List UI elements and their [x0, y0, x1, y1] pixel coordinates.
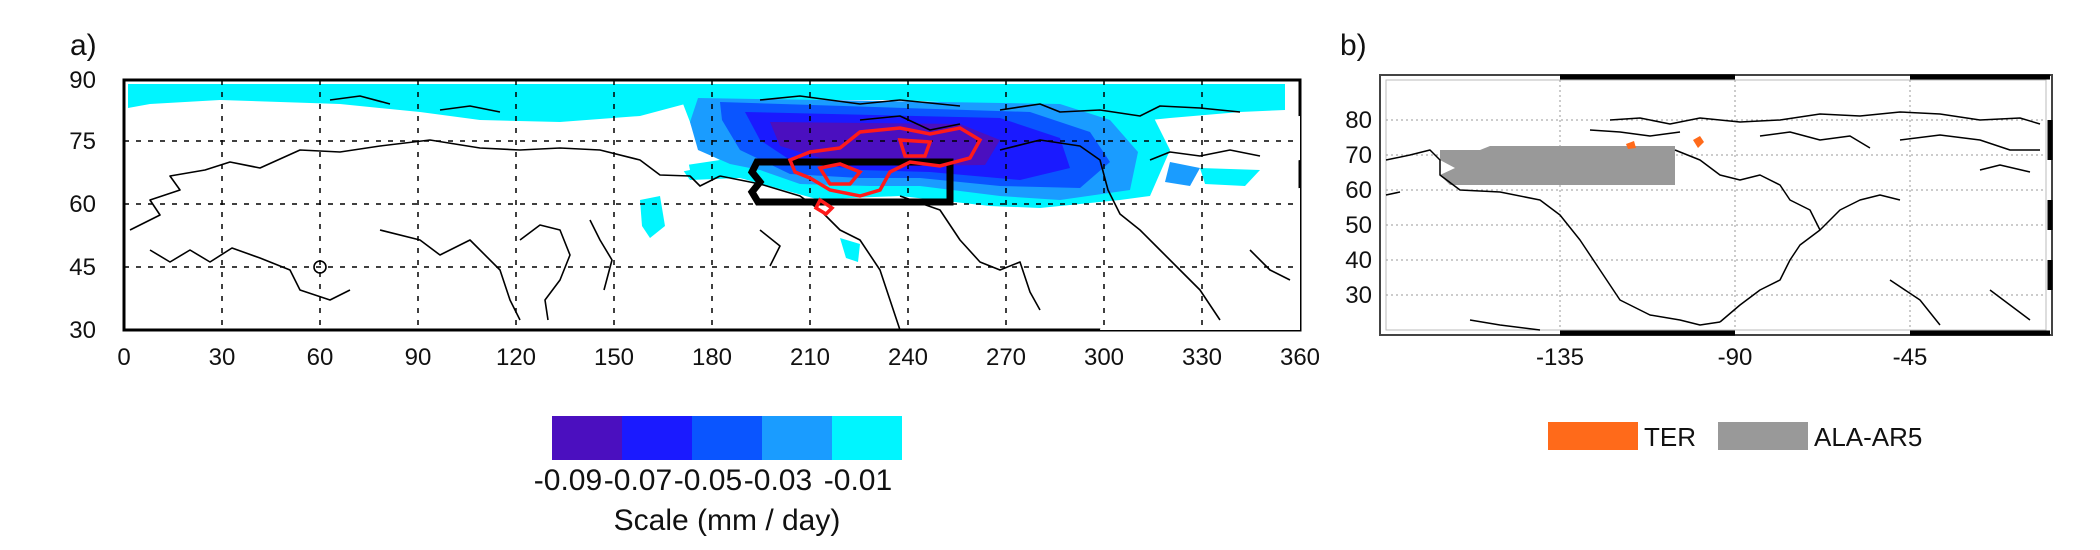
lon-tick-label: 270 [986, 344, 1026, 371]
panel-b-inner-frame [1385, 79, 2047, 331]
region-ter [1626, 141, 1636, 149]
colorbar-swatch [832, 416, 902, 460]
lon-tick-label: -135 [1536, 344, 1584, 371]
lat-tick-label: 80 [1345, 107, 1372, 134]
colorbar-title: Scale (mm / day) [614, 504, 841, 537]
panel-a-map: 90 75 60 45 30 0 30 60 90 120 150 180 21… [69, 67, 1320, 371]
lon-tick-label: 30 [209, 344, 236, 371]
panel-b-map: 80 70 60 50 40 30 -135 -90 -45 [1345, 74, 2053, 371]
panel-b: b) [1340, 29, 2053, 452]
lon-tick-label: 0 [117, 344, 130, 371]
legend-swatch-ala-ar5 [1718, 422, 1808, 450]
lat-tick-label: 50 [1345, 212, 1372, 239]
panel-b-frame [1379, 74, 2053, 336]
panel-a-coastlines [129, 95, 1291, 331]
lat-tick-label: 75 [69, 128, 96, 155]
panel-a-lon-labels: 0 30 60 90 120 150 180 210 240 270 300 3… [117, 344, 1320, 371]
panel-a-label: a) [70, 29, 97, 62]
colorbar-swatch [552, 416, 622, 460]
colorbar-swatch [692, 416, 762, 460]
lon-tick-label: 300 [1084, 344, 1124, 371]
lon-tick-label: 240 [888, 344, 928, 371]
colorbar-tick-label: -0.09 [534, 464, 602, 497]
lon-tick-label: -90 [1718, 344, 1753, 371]
panel-a-lat-labels: 90 75 60 45 30 [69, 67, 96, 344]
panel-b-coastlines [1385, 111, 2041, 331]
lat-tick-label: 45 [69, 254, 96, 281]
lon-tick-label: 120 [496, 344, 536, 371]
colorbar-tick-label: -0.01 [824, 464, 892, 497]
lat-tick-label: 40 [1345, 247, 1372, 274]
lat-tick-label: 90 [69, 67, 96, 94]
legend-swatch-ter [1548, 422, 1638, 450]
legend-label-ter: TER [1644, 422, 1696, 452]
region-box [747, 158, 954, 206]
legend-label-ala-ar5: ALA-AR5 [1814, 422, 1922, 452]
colorbar-swatch [622, 416, 692, 460]
lon-tick-label: 360 [1280, 344, 1320, 371]
colorbar-tick-label: -0.03 [744, 464, 812, 497]
lat-tick-label: 60 [1345, 177, 1372, 204]
colorbar-tick-label: -0.05 [674, 464, 742, 497]
lon-tick-label: 330 [1182, 344, 1222, 371]
region-ala-ar5 [1440, 146, 1675, 185]
panel-b-label: b) [1340, 29, 1367, 62]
panel-b-lon-labels: -135 -90 -45 [1536, 344, 1927, 371]
panel-a-gridlines [124, 80, 1300, 330]
lon-tick-label: -45 [1893, 344, 1928, 371]
lat-tick-label: 30 [1345, 282, 1372, 309]
colorbar-tick-label: -0.07 [604, 464, 672, 497]
region-ter [1693, 136, 1704, 148]
lon-tick-label: 60 [307, 344, 334, 371]
lon-tick-label: 150 [594, 344, 634, 371]
field-gaps [128, 116, 1300, 330]
lon-tick-label: 210 [790, 344, 830, 371]
lat-tick-label: 70 [1345, 142, 1372, 169]
lon-tick-label: 180 [692, 344, 732, 371]
colorbar: -0.09 -0.07 -0.05 -0.03 -0.01 Scale (mm … [534, 416, 902, 537]
colorbar-swatch [762, 416, 832, 460]
red-contours [787, 126, 983, 217]
lon-tick-label: 90 [405, 344, 432, 371]
panel-b-frame-accents [1560, 74, 2053, 336]
panel-b-legend: TER ALA-AR5 [1548, 422, 1922, 452]
panel-b-lat-labels: 80 70 60 50 40 30 [1345, 107, 1372, 309]
panel-a: a) [69, 29, 1320, 537]
lat-tick-label: 60 [69, 191, 96, 218]
lat-tick-label: 30 [69, 317, 96, 344]
